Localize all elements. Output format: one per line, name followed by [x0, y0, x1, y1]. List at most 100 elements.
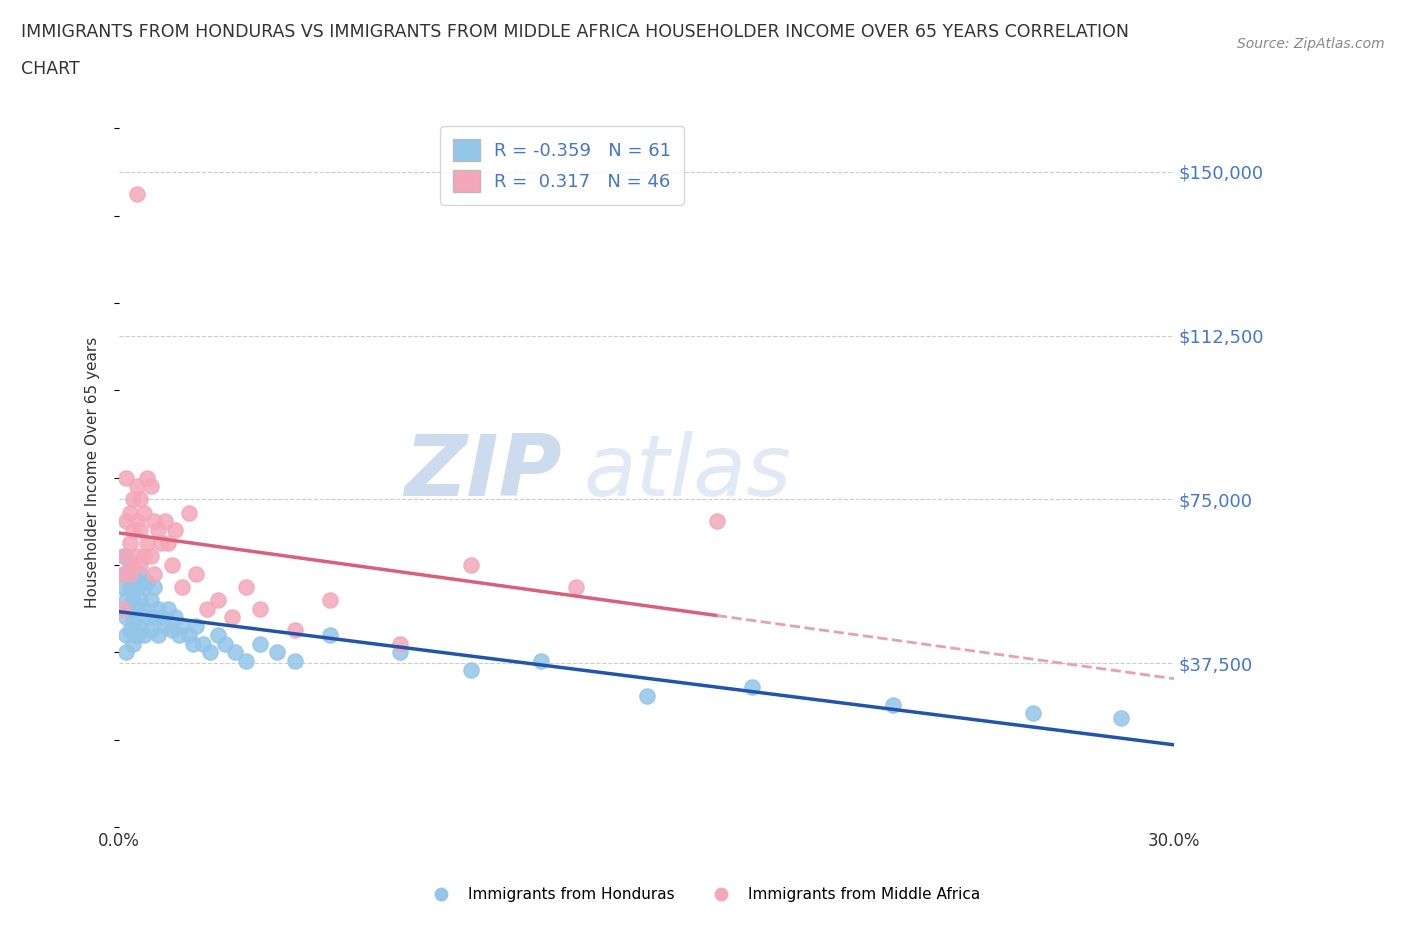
Point — [129, 566, 152, 581]
Point — [136, 471, 159, 485]
Point — [460, 662, 482, 677]
Point — [132, 549, 155, 564]
Point — [706, 514, 728, 529]
Point — [118, 558, 141, 573]
Point — [125, 549, 148, 564]
Point — [146, 628, 169, 643]
Point — [132, 579, 155, 594]
Point — [111, 566, 134, 581]
Point — [319, 628, 342, 643]
Point — [389, 644, 412, 659]
Point — [125, 601, 148, 616]
Point — [139, 592, 162, 607]
Point — [284, 654, 307, 669]
Point — [115, 628, 138, 643]
Point — [129, 592, 152, 607]
Point — [118, 566, 141, 581]
Point — [146, 523, 169, 538]
Point — [181, 636, 204, 651]
Point — [157, 601, 180, 616]
Point — [118, 623, 141, 638]
Point — [143, 566, 166, 581]
Point — [132, 505, 155, 520]
Point — [150, 610, 173, 625]
Point — [153, 618, 176, 633]
Point — [125, 479, 148, 494]
Point — [143, 514, 166, 529]
Point — [115, 471, 138, 485]
Point — [125, 514, 148, 529]
Point — [115, 549, 138, 564]
Point — [266, 644, 288, 659]
Point — [125, 628, 148, 643]
Point — [165, 523, 187, 538]
Point — [115, 514, 138, 529]
Point — [118, 601, 141, 616]
Point — [249, 636, 271, 651]
Point — [153, 514, 176, 529]
Point — [122, 523, 145, 538]
Point — [139, 623, 162, 638]
Point — [214, 636, 236, 651]
Point — [172, 618, 194, 633]
Text: atlas: atlas — [583, 431, 792, 513]
Point — [460, 558, 482, 573]
Text: CHART: CHART — [21, 60, 80, 78]
Point — [122, 558, 145, 573]
Point — [319, 592, 342, 607]
Point — [118, 579, 141, 594]
Point — [186, 566, 208, 581]
Point — [284, 623, 307, 638]
Point — [115, 610, 138, 625]
Point — [741, 680, 763, 695]
Point — [122, 492, 145, 507]
Point — [179, 628, 201, 643]
Point — [1022, 706, 1045, 721]
Point — [118, 505, 141, 520]
Point — [132, 628, 155, 643]
Point — [125, 579, 148, 594]
Point — [160, 623, 183, 638]
Point — [136, 536, 159, 551]
Point — [1111, 711, 1133, 725]
Point — [122, 636, 145, 651]
Point — [146, 601, 169, 616]
Point — [235, 579, 257, 594]
Point — [139, 479, 162, 494]
Point — [143, 610, 166, 625]
Point — [150, 536, 173, 551]
Point — [111, 601, 134, 616]
Point — [132, 601, 155, 616]
Point — [165, 610, 187, 625]
Point — [122, 592, 145, 607]
Point — [129, 492, 152, 507]
Point — [389, 636, 412, 651]
Point — [207, 628, 229, 643]
Point — [115, 592, 138, 607]
Point — [111, 579, 134, 594]
Text: ZIP: ZIP — [405, 431, 562, 513]
Point — [118, 536, 141, 551]
Point — [129, 523, 152, 538]
Point — [207, 592, 229, 607]
Y-axis label: Householder Income Over 65 years: Householder Income Over 65 years — [86, 337, 100, 608]
Point — [195, 601, 218, 616]
Text: Source: ZipAtlas.com: Source: ZipAtlas.com — [1237, 37, 1385, 51]
Point — [125, 186, 148, 201]
Point — [235, 654, 257, 669]
Point — [179, 505, 201, 520]
Point — [111, 601, 134, 616]
Point — [136, 575, 159, 590]
Point — [157, 536, 180, 551]
Point — [111, 549, 134, 564]
Point — [115, 644, 138, 659]
Point — [193, 636, 215, 651]
Point — [249, 601, 271, 616]
Point — [200, 644, 222, 659]
Point — [530, 654, 553, 669]
Point — [115, 566, 138, 581]
Point — [186, 618, 208, 633]
Point — [221, 610, 243, 625]
Point — [136, 610, 159, 625]
Point — [129, 558, 152, 573]
